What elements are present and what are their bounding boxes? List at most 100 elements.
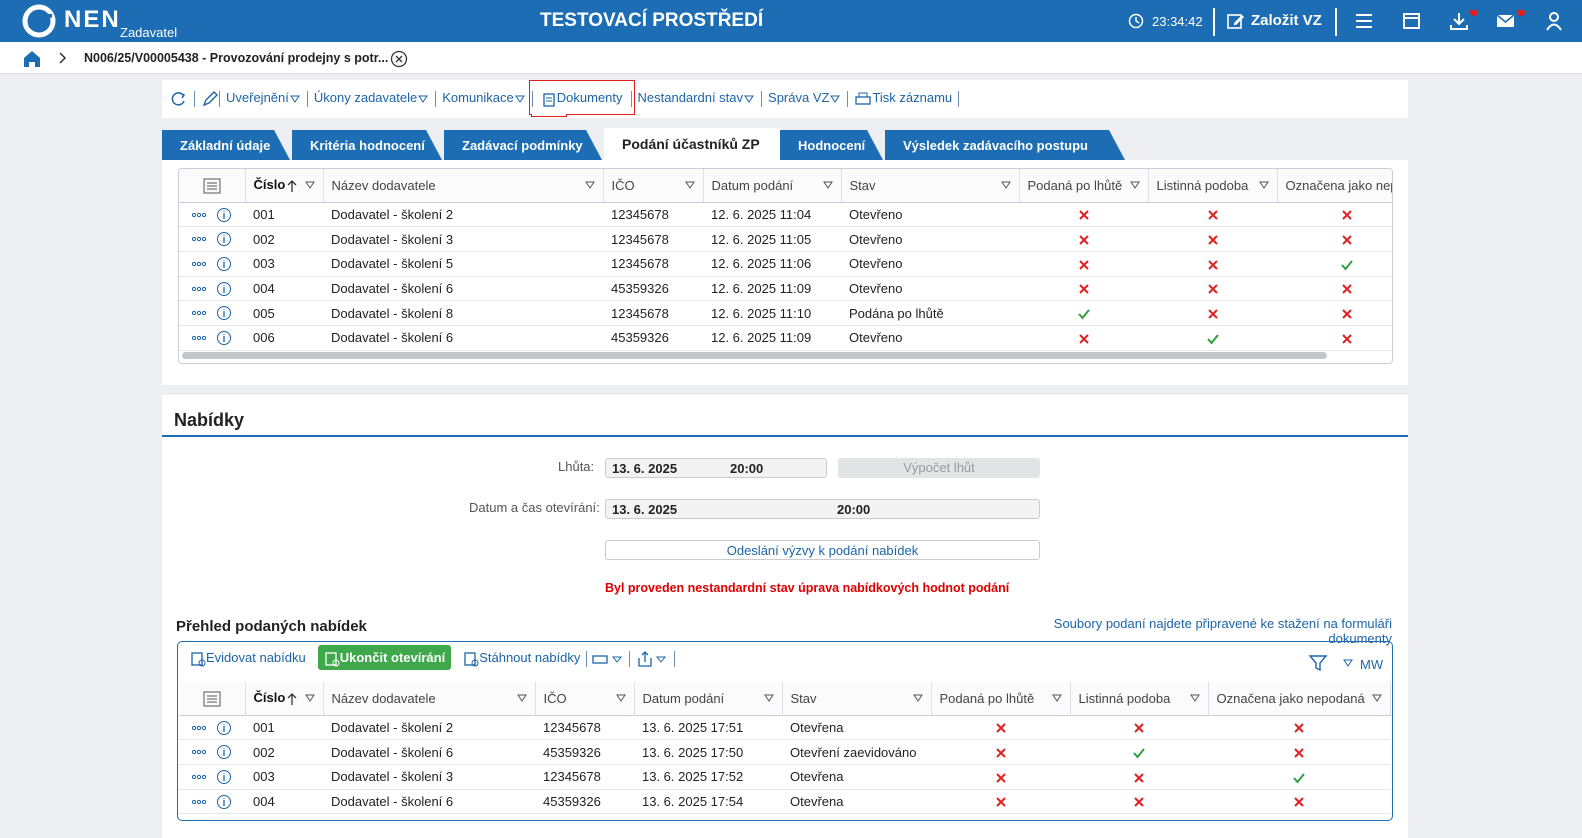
row-actions[interactable] — [179, 226, 245, 252]
column-header[interactable]: Podaná po lhůtě — [1019, 169, 1149, 203]
column-header[interactable]: Datum podání — [703, 169, 842, 203]
tab[interactable]: Výsledek zadávacího postupu — [885, 130, 1125, 160]
column-header[interactable]: IČO — [535, 682, 635, 716]
deadline-date[interactable]: 13. 6. 2025 20:00 — [605, 458, 827, 478]
toolbar-item[interactable]: Nestandardní stav — [638, 90, 756, 105]
decoration — [1371, 694, 1382, 702]
row-actions[interactable] — [179, 325, 245, 351]
decoration — [191, 261, 197, 267]
toolbar-item[interactable]: Správa VZ — [768, 90, 841, 105]
row-actions[interactable] — [179, 789, 245, 815]
decoration — [1549, 12, 1559, 22]
flag-cell — [1277, 202, 1392, 228]
breadcrumb-icons[interactable] — [22, 49, 102, 69]
decoration — [206, 182, 217, 190]
decoration — [1294, 723, 1304, 734]
row-actions[interactable] — [179, 276, 245, 302]
tab[interactable]: Kritéria hodnocení — [292, 130, 442, 160]
column-header[interactable]: Číslo — [245, 682, 324, 716]
cell: 12345678 — [603, 226, 703, 252]
toolbar: Uveřejnění Úkony zadavatele Komunikace Doku… — [162, 80, 1408, 118]
row-actions[interactable] — [179, 202, 245, 228]
decoration — [1051, 694, 1062, 702]
decoration — [1294, 797, 1304, 808]
row-icons — [191, 331, 231, 346]
decoration — [995, 773, 1006, 783]
decoration — [545, 97, 552, 102]
breadcrumb-title[interactable]: N006/25/V00005438 - Provozování prodejny… — [84, 51, 389, 65]
decoration — [1342, 309, 1352, 319]
row-actions[interactable] — [179, 300, 245, 326]
decoration — [1234, 15, 1244, 25]
tab[interactable]: Zadávací podmínky — [444, 130, 602, 160]
column-header[interactable]: Název dodavatele — [323, 682, 536, 716]
create-button[interactable]: Založit VZ — [1251, 12, 1322, 29]
cell: 12345678 — [603, 300, 703, 326]
column-header[interactable]: Číslo — [245, 169, 324, 203]
tab[interactable]: Podání účastníků ZP — [604, 128, 782, 160]
flag-cell — [1208, 764, 1390, 790]
refresh-icon — [171, 91, 186, 106]
offers-card: Nabídky Lhůta: 13. 6. 2025 20:00 Výpočet … — [162, 395, 1408, 838]
tab[interactable]: Základní údaje — [162, 130, 290, 160]
action[interactable]: Stáhnout nabídky — [463, 650, 580, 667]
toolbar-item[interactable]: Dokumenty — [528, 80, 635, 115]
action[interactable]: Evidovat nabídku — [190, 650, 306, 667]
dropdown-icon[interactable] — [1343, 658, 1353, 668]
column-header[interactable]: Stav — [782, 682, 932, 716]
send-button[interactable]: Odeslání výzvy k podání nabídek — [605, 540, 1040, 560]
toolbar-item[interactable]: Tisk záznamu — [854, 90, 952, 105]
decoration — [206, 695, 217, 703]
flag-cell — [931, 739, 1070, 765]
column-header[interactable]: Stav — [841, 169, 1020, 203]
cross-icon — [1294, 723, 1304, 734]
decoration — [201, 774, 207, 780]
row-actions[interactable] — [179, 715, 245, 741]
action[interactable]: Ukončit otevírání — [317, 645, 452, 670]
decoration — [289, 95, 300, 103]
column-header[interactable]: IČO — [603, 169, 704, 203]
row-actions[interactable] — [179, 739, 245, 765]
action-icon — [464, 651, 479, 667]
filter-icon[interactable] — [1308, 654, 1328, 672]
header-label: Číslo — [253, 690, 286, 706]
filter-icon — [1000, 181, 1011, 189]
cross-icon — [1342, 235, 1352, 245]
toolbar-item[interactable]: Úkony zadavatele — [314, 90, 429, 105]
close-icon[interactable] — [390, 50, 408, 68]
toolbar-label: Nestandardní stav — [637, 90, 744, 105]
column-header[interactable]: Označena jako nepodaná — [1208, 682, 1391, 716]
column-header[interactable]: Označena jako nep — [1277, 169, 1392, 203]
column-header[interactable]: Název dodavatele — [323, 169, 604, 203]
settings-icon — [203, 178, 221, 194]
compute-button[interactable]: Výpočet lhůt — [838, 458, 1040, 478]
decoration — [1343, 659, 1353, 667]
header-icons[interactable] — [1354, 10, 1574, 32]
column-header[interactable]: Podaná po lhůtě — [931, 682, 1071, 716]
decoration — [830, 95, 841, 103]
toolbar-item[interactable]: Uveřejnění — [226, 90, 301, 105]
download-note[interactable]: Soubory podaní najdete připravené ke sta… — [1053, 616, 1392, 646]
decoration — [217, 232, 231, 247]
decoration — [1128, 13, 1144, 29]
column-header[interactable]: Datum podání — [634, 682, 783, 716]
view-selector[interactable]: MW — [1360, 657, 1384, 672]
cross-icon — [1294, 748, 1304, 758]
cell: Dodavatel - školení 5 — [323, 251, 603, 277]
row-actions[interactable] — [179, 764, 245, 790]
row-actions[interactable] — [179, 251, 245, 277]
column-header[interactable]: Listinná podoba — [1070, 682, 1209, 716]
header-label: Označena jako nepodaná — [1216, 690, 1365, 706]
table-frame: Číslo Název dodavatele IČO Datum podání Stav… — [178, 168, 1393, 364]
decoration — [1206, 334, 1219, 345]
cell: 12. 6. 2025 11:10 — [703, 300, 841, 326]
cell: 004 — [245, 789, 323, 815]
opening-date[interactable]: 13. 6. 2025 20:00 — [605, 499, 1040, 519]
tab[interactable]: Hodnocení — [780, 130, 883, 160]
column-header[interactable]: Listinná podoba — [1148, 169, 1278, 203]
decoration — [1258, 181, 1269, 189]
row: 001 Dodavatel - školení 2 12345678 12. 6. 2… — [179, 202, 1392, 228]
logo[interactable]: NEN — [64, 6, 121, 33]
toolbar-item[interactable]: Komunikace — [442, 90, 526, 105]
